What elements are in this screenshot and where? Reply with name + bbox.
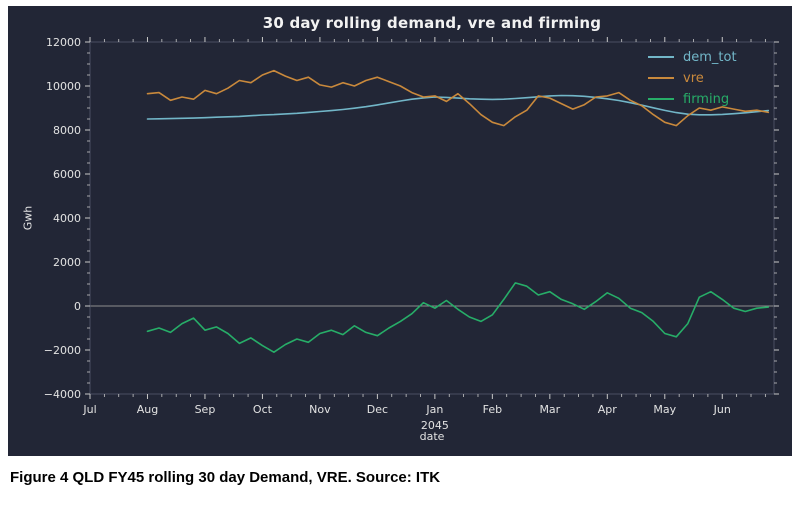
legend-item: vre <box>648 70 737 86</box>
x-tick-label: Dec <box>367 403 388 416</box>
x-tick-label: Jun <box>713 403 731 416</box>
x-tick-label: Apr <box>598 403 618 416</box>
x-tick-label: Oct <box>253 403 273 416</box>
x-tick-label: Aug <box>137 403 158 416</box>
plot-area: Jul Aug Sep Oct Nov Dec Jan Feb Mar Apr May Jun 2045… <box>44 36 779 432</box>
y-tick-label: 6000 <box>53 168 81 181</box>
x-tick-label: Mar <box>539 403 560 416</box>
legend-item: dem_tot <box>648 49 737 65</box>
y-tick-label: 2000 <box>53 256 81 269</box>
y-tick-label: −2000 <box>44 344 81 357</box>
y-axis-label: Gwh <box>21 205 35 231</box>
chart-title: 30 day rolling demand, vre and firming <box>262 14 602 32</box>
legend-line-swatch <box>648 98 674 100</box>
legend-label: dem_tot <box>683 49 737 65</box>
x-tick-label: Jan <box>425 403 443 416</box>
y-tick-label: 10000 <box>46 80 81 93</box>
y-tick-label: 12000 <box>46 36 81 49</box>
series-line-firming <box>146 282 770 354</box>
x-tick-label: Sep <box>195 403 216 416</box>
x-axis-label: date <box>419 430 445 443</box>
y-tick-label: −4000 <box>44 388 81 401</box>
y-tick-label: 4000 <box>53 212 81 225</box>
series-line-vre <box>146 69 770 127</box>
legend-label: vre <box>683 70 704 86</box>
legend-label: firming <box>683 91 730 107</box>
figure-caption: Figure 4 QLD FY45 rolling 30 day Demand,… <box>10 469 441 486</box>
x-tick-label: Nov <box>309 403 331 416</box>
chart-figure: Jul Aug Sep Oct Nov Dec Jan Feb Mar Apr May Jun 2045… <box>8 6 792 456</box>
legend-item: firming <box>648 91 737 107</box>
x-tick-label: Feb <box>483 403 502 416</box>
series-line-dem_tot <box>146 94 770 120</box>
legend-line-swatch <box>648 56 674 58</box>
legend-line-swatch <box>648 77 674 79</box>
y-tick-label: 8000 <box>53 124 81 137</box>
x-tick-label: Jul <box>82 403 96 416</box>
legend: dem_tot vre firming <box>648 49 737 107</box>
x-tick-label: May <box>653 403 676 416</box>
y-tick-label: 0 <box>74 300 81 313</box>
x-axis-year-label: 2045 <box>421 419 449 432</box>
